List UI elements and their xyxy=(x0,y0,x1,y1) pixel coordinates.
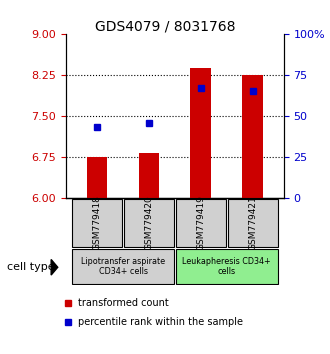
Bar xyxy=(87,156,108,198)
Text: Leukapheresis CD34+
cells: Leukapheresis CD34+ cells xyxy=(182,257,271,276)
Polygon shape xyxy=(51,259,58,275)
Text: GSM779419: GSM779419 xyxy=(196,195,205,251)
Bar xyxy=(72,249,174,284)
Text: cell type: cell type xyxy=(7,262,55,272)
Bar xyxy=(242,75,263,198)
Bar xyxy=(124,199,174,247)
Bar xyxy=(176,199,226,247)
Bar xyxy=(72,199,122,247)
Bar xyxy=(228,199,278,247)
Text: transformed count: transformed count xyxy=(78,298,168,308)
Text: GSM779421: GSM779421 xyxy=(248,196,257,250)
Text: GSM779420: GSM779420 xyxy=(145,196,153,250)
Bar xyxy=(190,68,211,198)
Bar xyxy=(139,153,159,198)
Bar xyxy=(176,249,278,284)
Text: GDS4079 / 8031768: GDS4079 / 8031768 xyxy=(95,19,235,34)
Text: Lipotransfer aspirate
CD34+ cells: Lipotransfer aspirate CD34+ cells xyxy=(81,257,165,276)
Text: percentile rank within the sample: percentile rank within the sample xyxy=(78,317,243,327)
Text: GSM779418: GSM779418 xyxy=(93,195,102,251)
